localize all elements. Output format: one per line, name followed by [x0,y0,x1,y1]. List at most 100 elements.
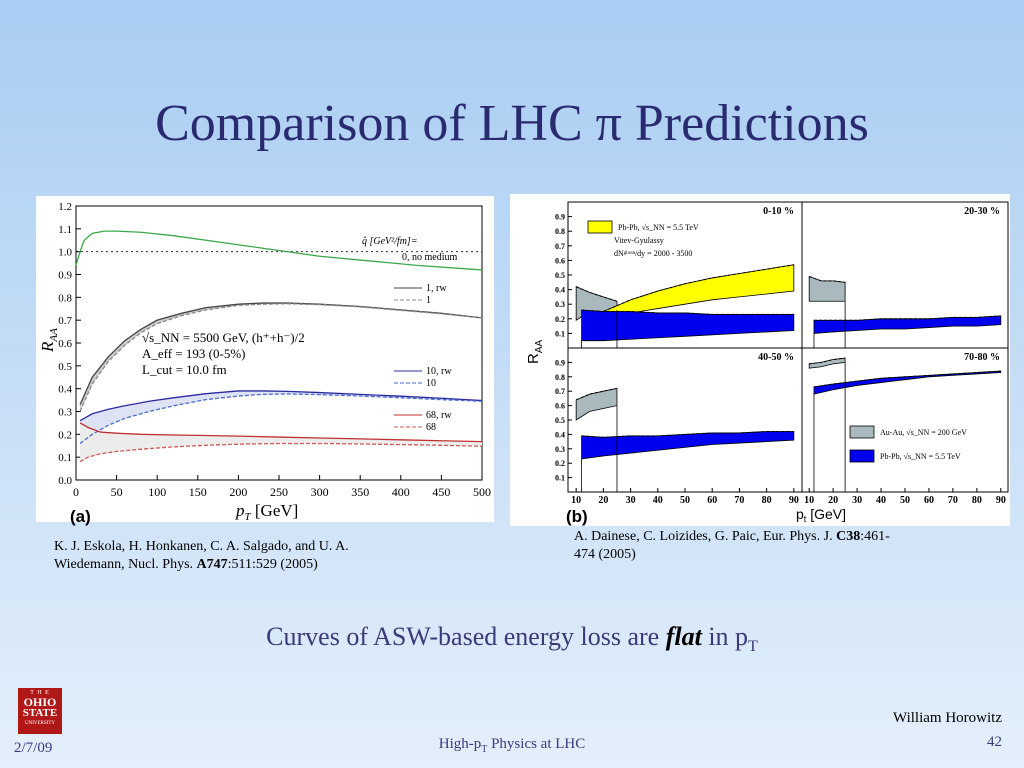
chart-a-legend-header: q̂ [GeV²/fm]= [362,236,418,247]
chart-a-y-tick-label: 1.1 [58,224,72,236]
chart-a-x-tick-label: 400 [392,485,410,499]
footer-date: 2/7/09 [14,740,53,756]
chart-b-x-tick-label: 50 [680,495,690,506]
chart-b-legend-entry: Pb-Pb, √s_NN = 5.5 TeV [618,223,699,232]
chart-b-x-tick-label: 90 [996,495,1006,506]
chart-a-legend-entry: 0, no medium [402,252,457,263]
chart-a-x-label: pT [GeV] [235,501,298,522]
chart-a-series-line [75,230,483,271]
chart-b-legend-entry: Au-Au, √s_NN = 200 GeV [880,428,967,437]
chart-b-y-label: RAA [525,339,545,364]
figure-a-label: (a) [70,507,91,526]
chart-a-legend-entry: 68 [426,422,436,433]
chart-b-y-tick-label: 0.7 [555,387,565,396]
chart-a-y-tick-label: 0.1 [58,452,72,464]
chart-a-legend-entry: 10 [426,378,436,389]
chart-a-y-tick-label: 1.0 [58,247,72,259]
figure-b-reference: A. Dainese, C. Loizides, G. Paic, Eur. P… [574,529,890,562]
chart-b-x-tick-label: 50 [900,495,910,506]
figure-a: 0 50 100 150 200 250 300 350 400 450 500 0.0 0.1 0.2 0… [36,196,494,523]
chart-b-y-tick-label: 0.5 [555,271,565,280]
chart-b-x-tick-label: 30 [626,495,636,506]
chart-a-legend-entry: 10, rw [426,366,452,377]
chart-b-y-tick-label: 0.4 [555,430,565,439]
chart-b-lhc-band-edge [581,309,794,315]
chart-b-panel-label: 70-80 % [964,352,1000,363]
chart-a-x-tick-label: 150 [189,485,207,499]
chart-a-x-tick-label: 100 [148,485,166,499]
chart-a: 0 50 100 150 200 250 300 350 400 450 500 0.0 0.1 0.2 0… [38,201,491,523]
chart-a-series-line [79,303,483,412]
chart-b-lhc-band-edge [813,315,1001,321]
chart-b-panel-frame [801,347,1009,493]
chart-b-legend-swatch [587,220,613,234]
chart-b-y-tick-label: 0.8 [555,373,565,382]
chart-b-vitev-band-edge [603,264,794,312]
chart-b-x-tick-label: 20 [598,495,608,506]
chart-b-y-tick-label: 0.5 [555,416,565,425]
chart-b: 0-10 % 0.1 0.2 0.3 0.4 0.5 0.6 0.7 0.8 0.9 20-30 %… [525,201,1009,524]
chart-a-band-68 [80,422,482,462]
chart-b-rhic-band-edge [809,357,846,365]
chart-a-y-tick-label: 0.0 [58,475,72,487]
figure-a-reference: K. J. Eskola, H. Honkanen, C. A. Salgado… [54,539,349,572]
chart-a-y-tick-label: 0.5 [58,361,72,373]
svg-text:√s_NN = 5500 GeV, (h⁺+h⁻)/2: √s_NN = 5500 GeV, (h⁺+h⁻)/2 [142,330,305,345]
chart-b-lhc-band-edge [581,431,794,438]
chart-a-y-tick-label: 0.9 [58,270,72,282]
chart-a-series-line [79,302,483,405]
chart-b-legend-swatch [849,425,875,439]
chart-a-y-tick-label: 0.6 [58,338,72,350]
chart-b-y-tick-label: 0.6 [555,402,565,411]
chart-b-rhic-band-edge [575,387,618,401]
chart-a-x-tick-label: 300 [311,485,329,499]
chart-b-x-tick-label: 30 [852,495,862,506]
chart-a-series-line [79,422,483,443]
chart-b-x-tick-label: 70 [734,495,744,506]
chart-b-y-tick-label: 0.2 [555,315,565,324]
chart-a-y-tick-label: 0.8 [58,292,72,304]
chart-b-y-tick-label: 0.6 [555,256,565,265]
chart-b-x-tick-label: 60 [707,495,717,506]
chart-b-rhic-band-edge [575,286,618,302]
chart-a-legend-entry: 1, rw [426,283,447,294]
chart-b-x-tick-label: 40 [653,495,663,506]
chart-b-y-tick-label: 0.3 [555,300,565,309]
chart-a-series-line [79,390,483,422]
chart-b-legend-swatch [849,449,875,463]
chart-b-rhic-band-edge [809,275,846,283]
chart-a-series-line [79,393,483,444]
chart-b-y-tick-label: 0.1 [555,329,565,338]
chart-a-y-tick-label: 0.4 [58,384,72,396]
chart-a-x-tick-label: 200 [229,485,247,499]
chart-b-x-tick-label: 40 [876,495,886,506]
chart-a-x-tick-label: 0 [73,485,79,499]
chart-a-band-1 [80,303,482,412]
chart-a-x-tick-label: 50 [111,485,123,499]
chart-b-y-tick-label: 0.3 [555,445,565,454]
chart-b-x-tick-label: 10 [571,495,581,506]
chart-a-y-label: RAA [38,328,60,353]
page-title: Comparison of LHC π Predictions [155,95,869,152]
chart-b-y-tick-label: 0.9 [555,358,565,367]
chart-a-x-tick-label: 250 [270,485,288,499]
chart-b-panel-frame [567,347,803,493]
figure-b: 0-10 % 0.1 0.2 0.3 0.4 0.5 0.6 0.7 0.8 0.9 20-30 %… [510,194,1010,526]
chart-b-panel-label: 20-30 % [964,206,1000,217]
chart-a-legend-entry: 1 [426,295,431,306]
chart-b-y-tick-label: 0.9 [555,213,565,222]
figure-b-label: (b) [566,507,588,526]
chart-a-y-tick-label: 0.3 [58,407,72,419]
chart-b-x-tick-label: 20 [828,495,838,506]
chart-b-x-tick-label: 90 [789,495,799,506]
chart-a-y-tick-label: 0.2 [58,429,72,441]
chart-b-y-tick-label: 0.2 [555,459,565,468]
chart-b-x-label: pt [GeV] [796,506,846,524]
chart-b-x-tick-label: 10 [804,495,814,506]
chart-a-series-line [79,442,483,463]
chart-b-y-tick-label: 0.7 [555,242,565,251]
chart-a-x-tick-label: 350 [351,485,369,499]
chart-b-y-tick-label: 0.1 [555,474,565,483]
svg-text:L_cut = 10.0 fm: L_cut = 10.0 fm [142,362,227,377]
chart-b-panel-label: 0-10 % [763,206,794,217]
